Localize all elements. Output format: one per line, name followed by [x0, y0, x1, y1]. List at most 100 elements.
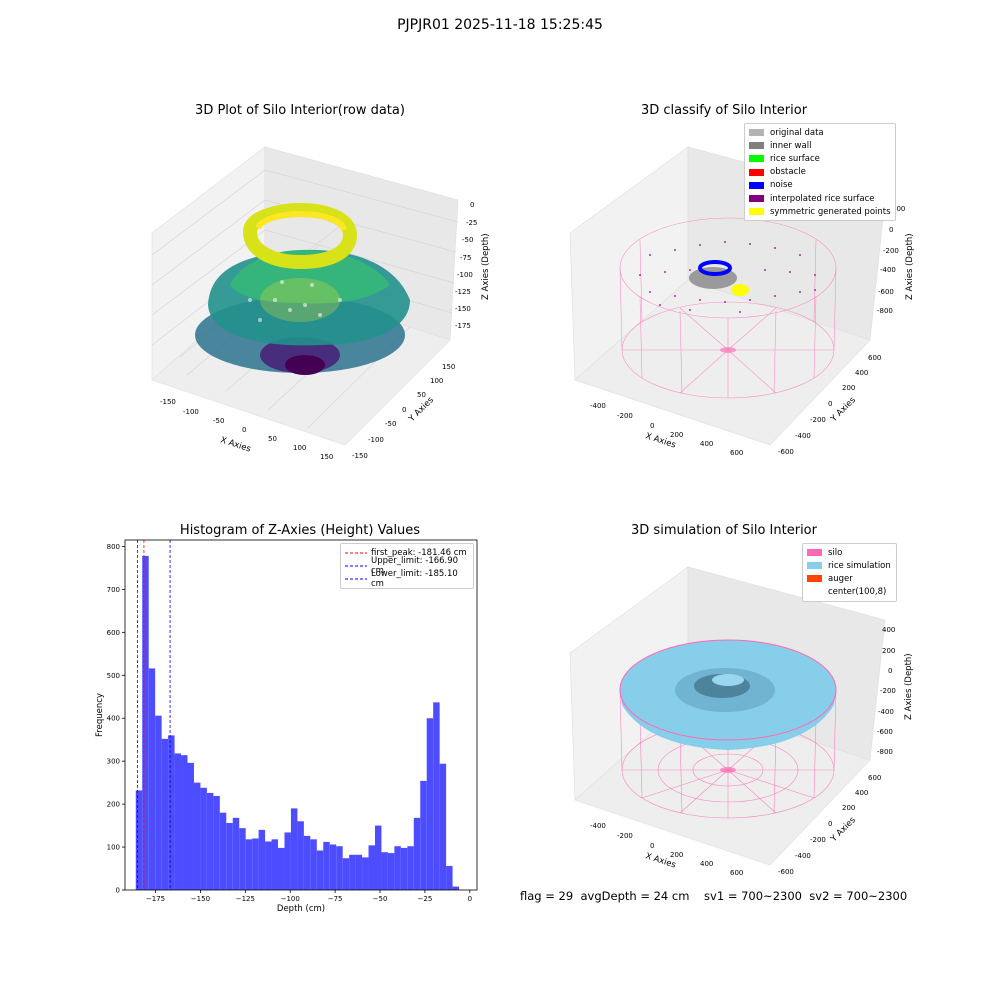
plot2-z-tick: -400 — [880, 266, 896, 274]
plot1-y-tick: -50 — [385, 420, 396, 428]
histogram-bar — [381, 852, 388, 890]
histogram-bar — [213, 795, 220, 890]
histogram-frame — [124, 539, 478, 891]
histogram-bar — [439, 763, 447, 890]
plot4-legend: silo rice simulation auger center(100,8) — [802, 543, 897, 602]
histogram-bar — [316, 850, 324, 890]
plot1-x-tick: 0 — [242, 426, 246, 434]
plot1-z-tick: -25 — [466, 219, 477, 227]
histogram-x-axis-label: Depth (cm) — [277, 904, 325, 914]
x-tick-label: −175 — [146, 895, 165, 903]
plot4-y-tick: -200 — [810, 836, 826, 844]
histogram-bar — [155, 715, 162, 890]
plot1-z-tick: -150 — [455, 305, 471, 313]
legend-line-red — [345, 552, 367, 554]
x-tick-label: −150 — [191, 895, 210, 903]
histogram-bar — [303, 835, 311, 890]
x-tick-label: −50 — [373, 895, 388, 903]
plot2-x-tick: -200 — [617, 412, 633, 420]
plot4-z-tick: -600 — [877, 728, 893, 736]
plot4-x-tick: 600 — [730, 869, 743, 877]
histogram-bar — [362, 857, 369, 890]
plot2-z-tick-labels: 200 0 -200 -400 -600 -800 — [877, 205, 905, 315]
plot2-z-tick: -800 — [877, 307, 893, 315]
histogram-bar — [323, 841, 330, 890]
y-tick-label: 700 — [107, 586, 120, 594]
legend-swatch — [807, 588, 822, 596]
histogram-bar — [446, 865, 453, 890]
plot2-x-tick: 400 — [700, 440, 713, 448]
plot4-x-tick: -200 — [617, 832, 633, 840]
plot4-x-tick: 200 — [670, 851, 683, 859]
x-tick-label: 0 — [468, 895, 472, 903]
legend-label: Lower_limit: -185.10 cm — [371, 568, 458, 589]
legend-swatch — [749, 181, 764, 189]
histogram-legend: first_peak: -181.46 cm Upper_limit: -166… — [340, 543, 474, 589]
legend-entry: silo — [807, 546, 892, 559]
legend-swatch — [807, 562, 822, 570]
plot1-x-tick: -150 — [160, 398, 176, 406]
histogram-bar — [374, 825, 382, 890]
histogram-bar — [290, 808, 298, 890]
plot1-point-cloud — [195, 202, 410, 375]
histogram-bar — [342, 858, 350, 890]
histogram-bar — [206, 792, 214, 890]
plot4-y-tick: -400 — [795, 852, 811, 860]
plot4-z-tick: -200 — [880, 687, 896, 695]
histogram-bar — [174, 753, 182, 890]
histogram-bar — [278, 847, 285, 890]
plot2-y-tick: -200 — [810, 416, 826, 424]
plot2-y-tick: 200 — [842, 384, 855, 392]
histogram-threshold-lines — [136, 540, 171, 890]
histogram-bar — [226, 823, 233, 890]
legend-label: rice simulation — [828, 560, 891, 571]
plot4-x-tick: 0 — [650, 842, 654, 850]
plot1-y-tick: -150 — [352, 452, 368, 460]
legend-label: center(100,8) — [828, 587, 887, 598]
x-tick-label: −75 — [328, 895, 343, 903]
plot2-legend: original data inner wall rice surface ob… — [744, 123, 896, 222]
plot4-z-tick: 0 — [888, 667, 892, 675]
legend-entry: noise — [749, 179, 891, 192]
plot2-x-tick: 200 — [670, 431, 683, 439]
x-tick-label: −100 — [281, 895, 300, 903]
legend-swatch — [807, 549, 822, 557]
y-tick-label: 600 — [107, 629, 120, 637]
plot4-z-tick: -400 — [878, 708, 894, 716]
histogram-bar — [181, 755, 188, 890]
plot4-y-tick: -600 — [778, 868, 794, 876]
plot4-z-tick-labels: 400 200 0 -200 -400 -600 -800 — [877, 626, 896, 756]
legend-entry: rice simulation — [807, 559, 892, 572]
histogram-bar — [193, 782, 201, 890]
plot1-y-tick: 50 — [417, 391, 426, 399]
histogram-bar — [161, 738, 169, 890]
legend-entry: auger — [807, 572, 892, 585]
plot1-z-axis-label: Z Axies (Depth) — [481, 233, 491, 300]
histogram-bar — [400, 847, 408, 890]
histogram-bars — [135, 555, 460, 890]
plot1-x-tick: -50 — [213, 417, 224, 425]
plot1-y-tick-labels: -150 -100 -50 0 50 100 150 — [352, 363, 455, 460]
legend-entry: Lower_limit: -185.10 cm — [345, 569, 469, 589]
legend-label: first_peak: -181.46 cm — [371, 547, 467, 558]
legend-entry: interpolated rice surface — [749, 192, 891, 205]
legend-entry: rice surface — [749, 152, 891, 165]
plot2-y-tick-labels: -600 -400 -200 0 200 400 600 — [778, 354, 881, 456]
plot2-z-tick: 200 — [892, 205, 905, 213]
legend-swatch — [807, 575, 822, 583]
histogram-bar — [329, 844, 337, 890]
plot2-z-axis-label: Z Axies (Depth) — [905, 233, 915, 300]
histogram-bar — [258, 829, 266, 890]
plot1-x-tick: 150 — [320, 453, 333, 461]
histogram-x-ticks: −175 −150 −125 −100 −75 −50 −25 0 — [146, 890, 472, 903]
histogram-bar — [142, 555, 149, 890]
legend-label: interpolated rice surface — [770, 193, 875, 204]
plot2-z-tick: -600 — [878, 288, 894, 296]
histogram-bar — [239, 828, 246, 890]
figure-title: PJPJR01 2025-11-18 15:25:45 — [397, 17, 603, 33]
plot4-silo-center — [720, 767, 736, 773]
plot2-z-tick: -200 — [883, 247, 899, 255]
plot1-y-tick: 100 — [430, 377, 443, 385]
legend-line-blue — [345, 578, 367, 580]
histogram-y-ticks: 0 100 200 300 400 500 600 700 800 — [107, 543, 125, 895]
